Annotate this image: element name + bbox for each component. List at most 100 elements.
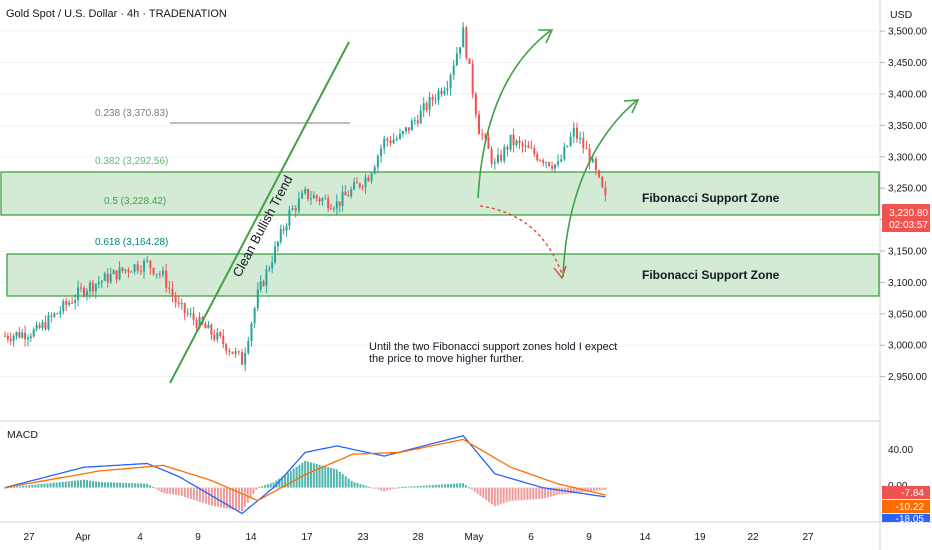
macd-hist-bar (116, 482, 119, 488)
candle-body (304, 189, 307, 194)
candle-body (452, 65, 455, 76)
candle-body (539, 160, 542, 162)
macd-histogram (4, 460, 607, 512)
projection-up-1 (477, 30, 551, 199)
macd-hist-bar (332, 468, 335, 488)
price-tick-label: 3,000.00 (888, 341, 927, 352)
candle-body (484, 135, 487, 138)
candle-body (392, 139, 395, 144)
candle-body (222, 335, 225, 344)
candle-body (88, 282, 91, 292)
price-tick-label: 3,050.00 (888, 309, 927, 320)
price-tick-label: 3,100.00 (888, 278, 927, 289)
macd-hist-bar (43, 483, 46, 488)
macd-hist-bar (40, 483, 43, 488)
macd-hist-bar (350, 480, 353, 488)
macd-hist-bar (70, 480, 73, 488)
candle-body (455, 53, 458, 66)
macd-hist-bar (79, 480, 82, 488)
macd-hist-bar (234, 487, 237, 511)
macd-hist-bar (377, 487, 380, 490)
macd-hist-bar (183, 487, 186, 497)
macd-hist-bar (219, 487, 222, 508)
candle-body (338, 201, 341, 206)
macd-hist-bar (180, 487, 183, 496)
macd-hist-bar (281, 476, 284, 488)
macd-hist-bar (278, 478, 281, 488)
time-axis[interactable]: 27 Apr 4 9 14 17 23 28 May 6 9 14 19 22 27 (23, 532, 814, 543)
macd-hist-bar (64, 481, 67, 488)
macd-hist-bar (335, 469, 338, 488)
candle-body (174, 295, 177, 303)
macd-hist-value: -7.84 (901, 488, 924, 499)
macd-hist-bar (443, 484, 446, 488)
candle-body (575, 127, 578, 139)
macd-hist-bar (572, 487, 575, 494)
candle-body (301, 193, 304, 199)
candle-body (94, 283, 97, 292)
candle-body (288, 209, 291, 226)
candle-body (524, 145, 527, 147)
macd-hist-bar (450, 483, 453, 488)
macd-hist-bar (107, 482, 110, 488)
currency-label[interactable]: USD (890, 9, 913, 21)
macd-hist-bar (324, 466, 327, 488)
candles (4, 22, 607, 372)
candle-body (250, 323, 253, 342)
candle-body (367, 177, 370, 182)
candle-body (168, 287, 171, 289)
candle-body (177, 302, 180, 304)
macd-hist-bar (312, 463, 315, 488)
macd-hist-bar (225, 487, 228, 509)
candle-body (601, 176, 604, 188)
macd-line (4, 434, 606, 515)
candle-body (449, 75, 452, 89)
current-price-label: 3,230.80 (889, 208, 928, 219)
candle-body (71, 302, 74, 304)
candle-body (471, 63, 474, 94)
macd-hist-bar (428, 485, 431, 488)
price-tick-label: 3,500.00 (888, 27, 927, 38)
candle-body (358, 183, 361, 187)
macd-hist-bar (546, 487, 549, 498)
candle-body (130, 271, 133, 273)
macd-hist-bar (228, 487, 231, 510)
zone-label-lower: Fibonacci Support Zone (642, 268, 780, 282)
macd-hist-bar (422, 485, 425, 488)
candle-body (276, 241, 279, 247)
macd-hist-bar (535, 487, 538, 500)
macd-hist-bar (101, 482, 104, 488)
candle-body (152, 267, 155, 275)
price-tick-label: 3,150.00 (888, 246, 927, 257)
macd-hist-bar (380, 487, 383, 491)
macd-hist-bar (201, 487, 204, 503)
candle-body (256, 289, 259, 309)
candle-body (127, 269, 130, 272)
macd-hist-bar (587, 487, 590, 492)
macd-hist-bar (172, 487, 175, 495)
candle-body (4, 335, 6, 337)
macd-hist-bar (89, 480, 92, 488)
candle-body (241, 352, 243, 365)
macd-hist-bar (189, 487, 192, 499)
macd-hist-bar (113, 482, 116, 488)
candle-body (434, 100, 437, 102)
candle-body (579, 138, 582, 140)
candle-body (228, 350, 231, 352)
macd-hist-bar (195, 487, 198, 501)
macd-hist-bar (601, 487, 604, 491)
macd-hist-bar (401, 486, 404, 488)
macd-hist-bar (383, 487, 386, 492)
macd-hist-bar (567, 487, 570, 494)
candle-body (500, 154, 503, 161)
analysis-note: Until the two Fibonacci support zones ho… (369, 341, 617, 365)
candle-body (244, 352, 247, 365)
macd-hist-bar (575, 487, 578, 493)
macd-hist-bar (344, 476, 347, 488)
candle-body (80, 287, 83, 289)
candle-body (21, 332, 24, 338)
macd-hist-bar (541, 487, 544, 499)
macd-hist-bar (55, 482, 58, 488)
macd-hist-bar (595, 487, 598, 491)
